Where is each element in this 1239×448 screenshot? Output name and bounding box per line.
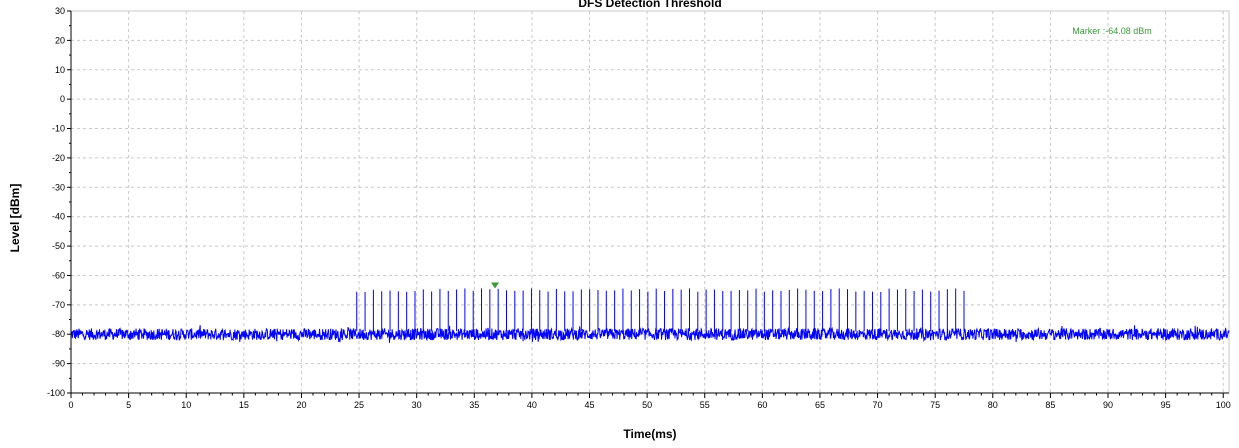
x-tick-label: 55 bbox=[700, 400, 710, 410]
y-tick-label: -10 bbox=[52, 124, 65, 134]
x-tick-label: 90 bbox=[1103, 400, 1113, 410]
y-axis-label: Level [dBm] bbox=[8, 184, 22, 253]
x-tick-label: 30 bbox=[412, 400, 422, 410]
x-tick-label: 40 bbox=[527, 400, 537, 410]
y-tick-label: 20 bbox=[55, 35, 65, 45]
y-tick-label: 10 bbox=[55, 65, 65, 75]
x-tick-label: 50 bbox=[642, 400, 652, 410]
y-tick-label: -80 bbox=[52, 329, 65, 339]
x-tick-label: 45 bbox=[584, 400, 594, 410]
x-tick-label: 70 bbox=[873, 400, 883, 410]
marker-label: Marker :-64.08 dBm bbox=[1072, 26, 1152, 36]
y-tick-label: 30 bbox=[55, 6, 65, 16]
x-axis-label: Time(ms) bbox=[623, 427, 676, 441]
noise-floor-trace bbox=[70, 325, 1230, 343]
marker-triangle bbox=[491, 282, 500, 289]
x-tick-label: 35 bbox=[469, 400, 479, 410]
y-tick-label: -30 bbox=[52, 182, 65, 192]
y-tick-label: -90 bbox=[52, 359, 65, 369]
x-tick-label: 65 bbox=[815, 400, 825, 410]
x-tick-label: 10 bbox=[181, 400, 191, 410]
y-tick-label: -100 bbox=[47, 388, 65, 398]
x-tick-label: 0 bbox=[68, 400, 73, 410]
x-tick-label: 75 bbox=[930, 400, 940, 410]
x-tick-label: 60 bbox=[757, 400, 767, 410]
signal-trace bbox=[70, 288, 1230, 343]
x-tick-label: 5 bbox=[126, 400, 131, 410]
y-tick-label: -50 bbox=[52, 241, 65, 251]
x-tick-label: 25 bbox=[354, 400, 364, 410]
y-tick-label: 0 bbox=[60, 94, 65, 104]
y-tick-label: -40 bbox=[52, 212, 65, 222]
x-tick-label: 20 bbox=[296, 400, 306, 410]
x-tick-label: 85 bbox=[1045, 400, 1055, 410]
x-tick-label: 100 bbox=[1216, 400, 1231, 410]
y-tick-label: -20 bbox=[52, 153, 65, 163]
x-tick-label: 95 bbox=[1161, 400, 1171, 410]
y-tick-label: -60 bbox=[52, 270, 65, 280]
x-tick-label: 15 bbox=[239, 400, 249, 410]
y-tick-label: -70 bbox=[52, 300, 65, 310]
x-tick-label: 80 bbox=[988, 400, 998, 410]
marker: Marker :-64.08 dBm bbox=[491, 26, 1152, 289]
chart-title: DFS Detection Threshold bbox=[578, 0, 721, 10]
